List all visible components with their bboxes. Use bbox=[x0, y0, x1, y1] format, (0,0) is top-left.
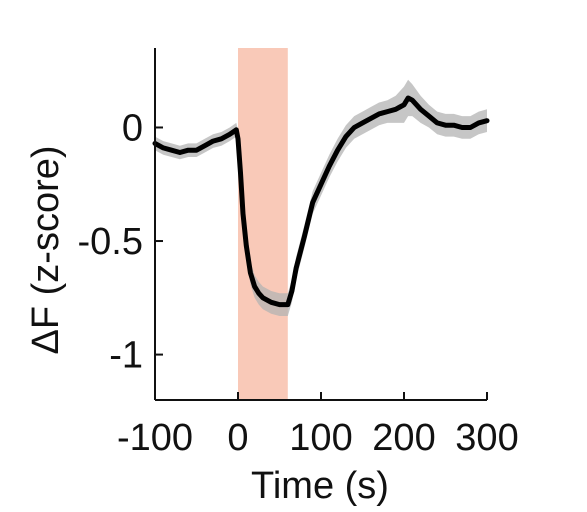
y-axis-label: ΔF (z-score) bbox=[25, 145, 67, 354]
y-tick-label: -0.5 bbox=[78, 221, 143, 263]
y-tick-label: -1 bbox=[109, 335, 143, 377]
x-axis-label: Time (s) bbox=[251, 465, 389, 507]
error-band bbox=[155, 79, 487, 316]
x-tick-label: 0 bbox=[227, 417, 248, 459]
x-tick-label: -100 bbox=[117, 417, 193, 459]
y-tick-label: 0 bbox=[122, 107, 143, 149]
series-line bbox=[152, 95, 490, 308]
y-axis: 0 -0.5 -1 bbox=[78, 48, 163, 400]
x-tick-label: 100 bbox=[289, 417, 352, 459]
x-tick-label: 300 bbox=[455, 417, 518, 459]
x-tick-label: 200 bbox=[372, 417, 435, 459]
x-axis: -100 0 100 200 300 bbox=[117, 392, 519, 459]
